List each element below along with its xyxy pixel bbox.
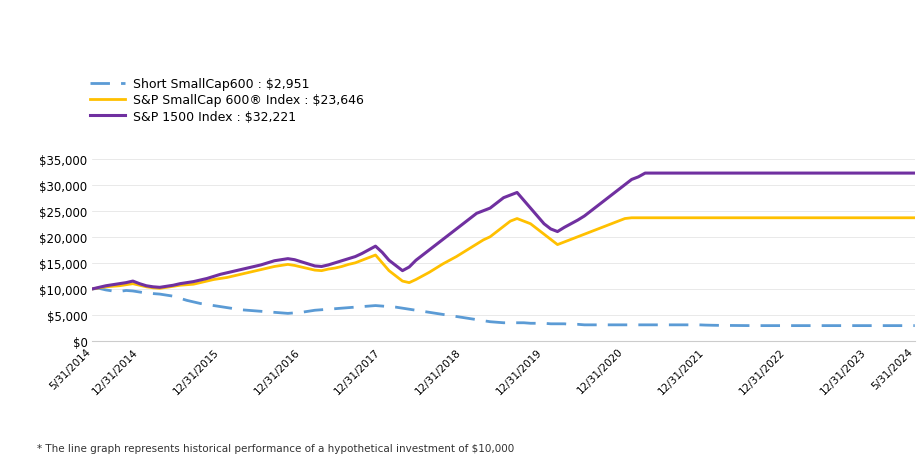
S&P SmallCap 600® Index : $23,646: (7, 1.07e+04): $23,646: (7, 1.07e+04)	[134, 283, 145, 288]
S&P 1500 Index : $32,221: (7, 1.1e+04): $32,221: (7, 1.1e+04)	[134, 281, 145, 287]
S&P SmallCap 600® Index : $23,646: (122, 2.36e+04): $23,646: (122, 2.36e+04)	[909, 216, 920, 221]
Line: S&P 1500 Index : $32,221: S&P 1500 Index : $32,221	[92, 174, 915, 289]
Short SmallCap600 : $2,951: (0, 1e+04): $2,951: (0, 1e+04)	[87, 287, 98, 292]
S&P SmallCap 600® Index : $23,646: (35, 1.38e+04): $23,646: (35, 1.38e+04)	[322, 267, 334, 272]
S&P SmallCap 600® Index : $23,646: (100, 2.36e+04): $23,646: (100, 2.36e+04)	[761, 216, 772, 221]
Text: * The line graph represents historical performance of a hypothetical investment : * The line graph represents historical p…	[37, 443, 515, 453]
S&P 1500 Index : $32,221: (12, 1.07e+04): $32,221: (12, 1.07e+04)	[168, 283, 179, 288]
Short SmallCap600 : $2,951: (13, 8.2e+03): $2,951: (13, 8.2e+03)	[175, 296, 186, 301]
S&P SmallCap 600® Index : $23,646: (80, 2.36e+04): $23,646: (80, 2.36e+04)	[626, 216, 638, 221]
Short SmallCap600 : $2,951: (100, 2.95e+03): $2,951: (100, 2.95e+03)	[761, 323, 772, 329]
Short SmallCap600 : $2,951: (15, 7.5e+03): $2,951: (15, 7.5e+03)	[188, 299, 199, 305]
Short SmallCap600 : $2,951: (36, 6.2e+03): $2,951: (36, 6.2e+03)	[330, 306, 341, 312]
Line: S&P SmallCap 600® Index : $23,646: S&P SmallCap 600® Index : $23,646	[92, 218, 915, 289]
S&P SmallCap 600® Index : $23,646: (53, 1.55e+04): $23,646: (53, 1.55e+04)	[444, 258, 456, 263]
S&P 1500 Index : $32,221: (0, 1e+04): $32,221: (0, 1e+04)	[87, 287, 98, 292]
Legend: Short SmallCap600 : $2,951, S&P SmallCap 600® Index : $23,646, S&P 1500 Index : : Short SmallCap600 : $2,951, S&P SmallCap…	[91, 78, 364, 123]
S&P 1500 Index : $32,221: (122, 3.22e+04): $32,221: (122, 3.22e+04)	[909, 171, 920, 177]
Short SmallCap600 : $2,951: (8, 9.2e+03): $2,951: (8, 9.2e+03)	[140, 291, 152, 296]
Short SmallCap600 : $2,951: (54, 4.7e+03): $2,951: (54, 4.7e+03)	[451, 314, 462, 319]
Short SmallCap600 : $2,951: (1, 1.01e+04): $2,951: (1, 1.01e+04)	[93, 286, 104, 292]
S&P SmallCap 600® Index : $23,646: (12, 1.05e+04): $23,646: (12, 1.05e+04)	[168, 284, 179, 289]
S&P 1500 Index : $32,221: (35, 1.46e+04): $32,221: (35, 1.46e+04)	[322, 263, 334, 268]
S&P 1500 Index : $32,221: (100, 3.22e+04): $32,221: (100, 3.22e+04)	[761, 171, 772, 177]
S&P SmallCap 600® Index : $23,646: (0, 1e+04): $23,646: (0, 1e+04)	[87, 287, 98, 292]
S&P 1500 Index : $32,221: (53, 2.05e+04): $32,221: (53, 2.05e+04)	[444, 232, 456, 238]
S&P SmallCap 600® Index : $23,646: (14, 1.08e+04): $23,646: (14, 1.08e+04)	[181, 283, 192, 288]
S&P 1500 Index : $32,221: (82, 3.22e+04): $32,221: (82, 3.22e+04)	[639, 171, 650, 177]
Short SmallCap600 : $2,951: (122, 2.95e+03): $2,951: (122, 2.95e+03)	[909, 323, 920, 329]
Line: Short SmallCap600 : $2,951: Short SmallCap600 : $2,951	[92, 289, 915, 326]
Short SmallCap600 : $2,951: (101, 2.95e+03): $2,951: (101, 2.95e+03)	[768, 323, 779, 329]
S&P 1500 Index : $32,221: (14, 1.12e+04): $32,221: (14, 1.12e+04)	[181, 280, 192, 286]
